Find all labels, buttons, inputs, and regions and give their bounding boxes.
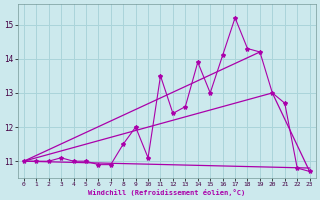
- X-axis label: Windchill (Refroidissement éolien,°C): Windchill (Refroidissement éolien,°C): [88, 189, 245, 196]
